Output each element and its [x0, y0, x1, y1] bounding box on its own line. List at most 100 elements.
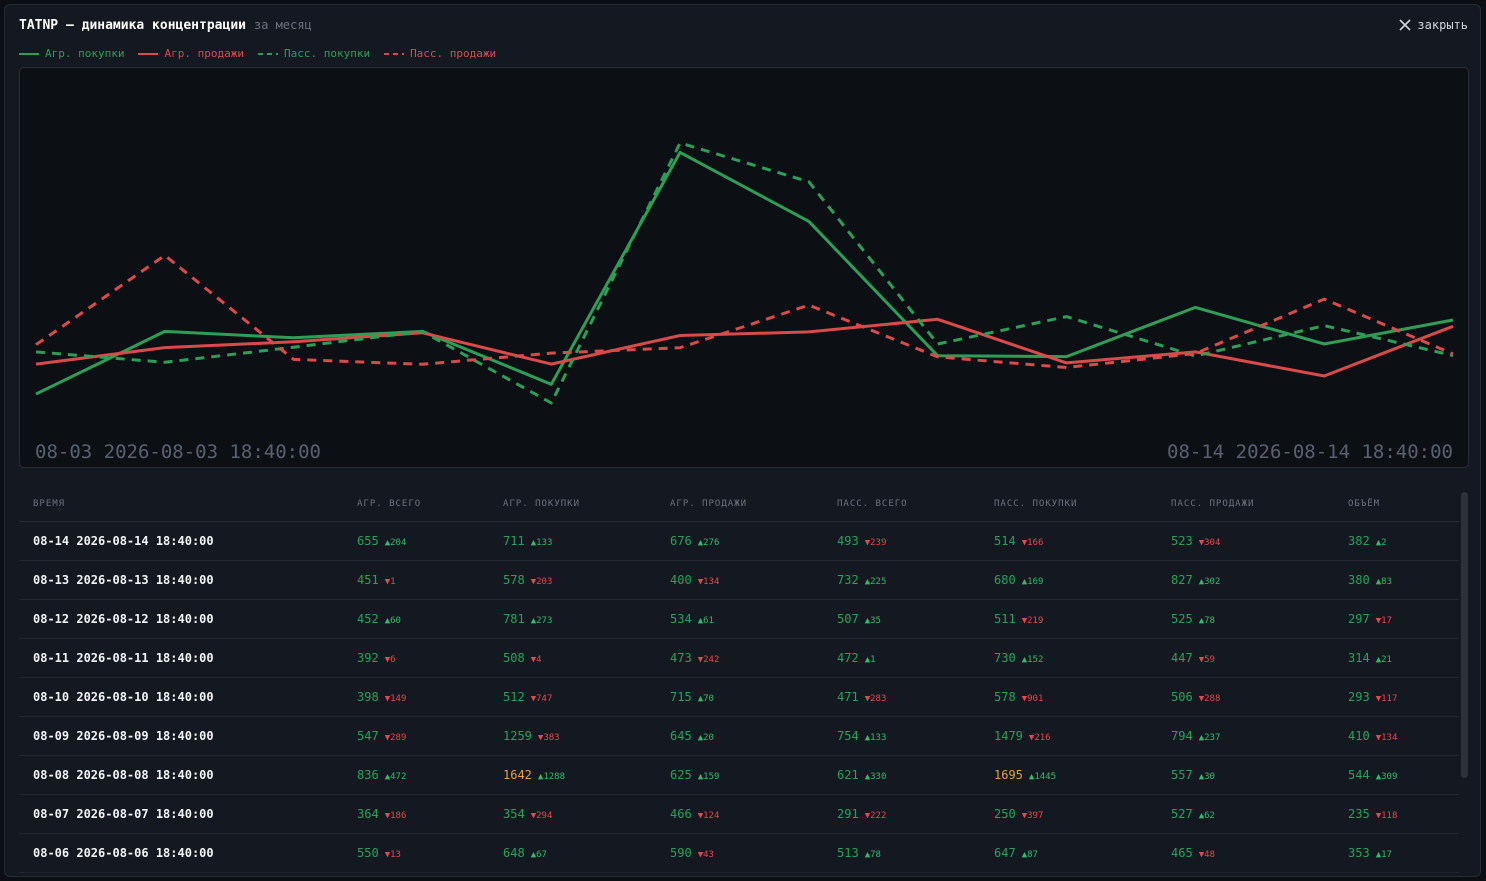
column-header-3[interactable]: АГР. ПРОДАЖИ: [656, 487, 823, 522]
table-row[interactable]: 08-14 2026-08-14 18:40:00 655 ▲204 711 ▲133 6…: [19, 521, 1459, 561]
value-cell: 836 ▲472: [343, 755, 489, 795]
delta-down: ▼124: [697, 810, 720, 821]
legend-item-3[interactable]: Пасс. продажи: [384, 47, 496, 60]
table-row[interactable]: 08-07 2026-08-07 18:40:00 364 ▼186 354 ▼294 4…: [19, 794, 1459, 834]
delta-up: ▲472: [384, 771, 407, 782]
table-row[interactable]: 08-12 2026-08-12 18:40:00 452 ▲60 781 ▲273 53…: [19, 599, 1459, 639]
table-row[interactable]: 08-06 2026-08-06 18:40:00 550 ▼13 648 ▲67 590…: [19, 833, 1459, 873]
delta-up: ▲87: [1021, 849, 1038, 860]
legend-item-0[interactable]: Агр. покупки: [19, 47, 124, 60]
value: 473: [670, 650, 692, 665]
legend-item-2[interactable]: Пасс. покупки: [257, 47, 370, 60]
series-line-2: [35, 141, 1454, 405]
value-cell: 400 ▼134: [656, 560, 823, 600]
delta-down: ▼48: [1198, 849, 1215, 860]
delta-down: ▼203: [530, 576, 553, 587]
column-header-7[interactable]: ОБЪЁМ: [1334, 487, 1459, 522]
value: 1695: [994, 767, 1023, 782]
value: 527: [1171, 806, 1193, 821]
series-line-0: [35, 150, 1454, 396]
data-table-container[interactable]: ВРЕМЯ АГР. ВСЕГО АГР. ПОКУПКИ АГР. ПРОДАЖИ П…: [19, 487, 1459, 876]
legend-item-1[interactable]: Агр. продажи: [138, 47, 244, 60]
value: 547: [357, 728, 379, 743]
value: 754: [837, 728, 859, 743]
delta-up: ▲152: [1021, 654, 1044, 665]
value: 578: [503, 572, 525, 587]
delta-up: ▲273: [530, 615, 553, 626]
value: 314: [1348, 650, 1370, 665]
value: 354: [503, 806, 525, 821]
value-cell: 578 ▼901: [980, 677, 1157, 717]
value: 827: [1171, 572, 1193, 587]
table-row[interactable]: 08-08 2026-08-08 18:40:00 836 ▲472 1642 ▲128…: [19, 755, 1459, 795]
value: 590: [670, 845, 692, 860]
legend-label: Агр. продажи: [164, 47, 244, 60]
delta-up: ▲20: [697, 732, 714, 743]
value-cell: 527 ▲62: [1157, 794, 1334, 834]
delta-down: ▼747: [530, 693, 553, 704]
table-scrollbar[interactable]: [1461, 492, 1468, 778]
column-header-5[interactable]: ПАСС. ПОКУПКИ: [980, 487, 1157, 522]
value-cell: 655 ▲204: [343, 521, 489, 561]
delta-down: ▼6: [384, 654, 396, 665]
value-cell: 314 ▲21: [1334, 638, 1459, 678]
legend-label: Агр. покупки: [45, 47, 125, 60]
value-cell: 353 ▲17: [1334, 833, 1459, 873]
table-row[interactable]: 08-13 2026-08-13 18:40:00 451 ▼1 578 ▼203 400…: [19, 560, 1459, 600]
value: 507: [837, 611, 859, 626]
delta-down: ▼304: [1198, 537, 1221, 548]
delta-up: ▲2: [1375, 537, 1387, 548]
value-cell: 508 ▼4: [489, 638, 656, 678]
delta-down: ▼239: [864, 537, 887, 548]
chart-canvas: [35, 141, 1454, 405]
delta-up: ▲1288: [537, 771, 565, 782]
value-cell: 364 ▼186: [343, 794, 489, 834]
column-header-0[interactable]: ВРЕМЯ: [19, 487, 343, 522]
value: 648: [503, 845, 525, 860]
delta-up: ▲62: [1198, 810, 1215, 821]
column-header-1[interactable]: АГР. ВСЕГО: [343, 487, 489, 522]
chart-start-time: 08-03 2026-08-03 18:40:00: [35, 441, 321, 463]
value: 645: [670, 728, 692, 743]
delta-down: ▼117: [1375, 693, 1398, 704]
value: 235: [1348, 806, 1370, 821]
value: 410: [1348, 728, 1370, 743]
series-line-3: [35, 253, 1454, 369]
delta-up: ▲78: [1198, 615, 1215, 626]
column-header-2[interactable]: АГР. ПОКУПКИ: [489, 487, 656, 522]
table-row[interactable]: 08-10 2026-08-10 18:40:00 398 ▼149 512 ▼747 7…: [19, 677, 1459, 717]
value: 655: [357, 533, 379, 548]
value: 447: [1171, 650, 1193, 665]
value-cell: 754 ▲133: [823, 716, 980, 756]
value-cell: 493 ▼239: [823, 521, 980, 561]
value-cell: 715 ▲70: [656, 677, 823, 717]
value-cell: 410 ▼134: [1334, 716, 1459, 756]
value-cell: 534 ▲61: [656, 599, 823, 639]
time-cell: 08-08 2026-08-08 18:40:00: [19, 755, 343, 795]
legend-swatch: [138, 52, 159, 55]
value-cell: 676 ▲276: [656, 521, 823, 561]
value: 534: [670, 611, 692, 626]
legend-label: Пасс. продажи: [410, 47, 497, 60]
value-cell: 392 ▼6: [343, 638, 489, 678]
value: 512: [503, 689, 525, 704]
table-row[interactable]: 08-09 2026-08-09 18:40:00 547 ▼289 1259 ▼383…: [19, 716, 1459, 756]
column-header-4[interactable]: ПАСС. ВСЕГО: [823, 487, 980, 522]
value-cell: 578 ▼203: [489, 560, 656, 600]
time-cell: 08-07 2026-08-07 18:40:00: [19, 794, 343, 834]
delta-up: ▲78: [864, 849, 881, 860]
value: 1259: [503, 728, 532, 743]
value: 557: [1171, 767, 1193, 782]
page-title: TATNP — динамика концентрации: [19, 18, 246, 33]
delta-down: ▼1: [384, 576, 396, 587]
value-cell: 507 ▲35: [823, 599, 980, 639]
value-cell: 590 ▼43: [656, 833, 823, 873]
time-cell: 08-12 2026-08-12 18:40:00: [19, 599, 343, 639]
value: 836: [357, 767, 379, 782]
value-cell: 550 ▼13: [343, 833, 489, 873]
time-cell: 08-11 2026-08-11 18:40:00: [19, 638, 343, 678]
close-button[interactable]: закрыть: [1399, 18, 1468, 32]
table-row[interactable]: 08-11 2026-08-11 18:40:00 392 ▼6 508 ▼4 473 ▼2…: [19, 638, 1459, 678]
delta-up: ▲67: [530, 849, 547, 860]
column-header-6[interactable]: ПАСС. ПРОДАЖИ: [1157, 487, 1334, 522]
